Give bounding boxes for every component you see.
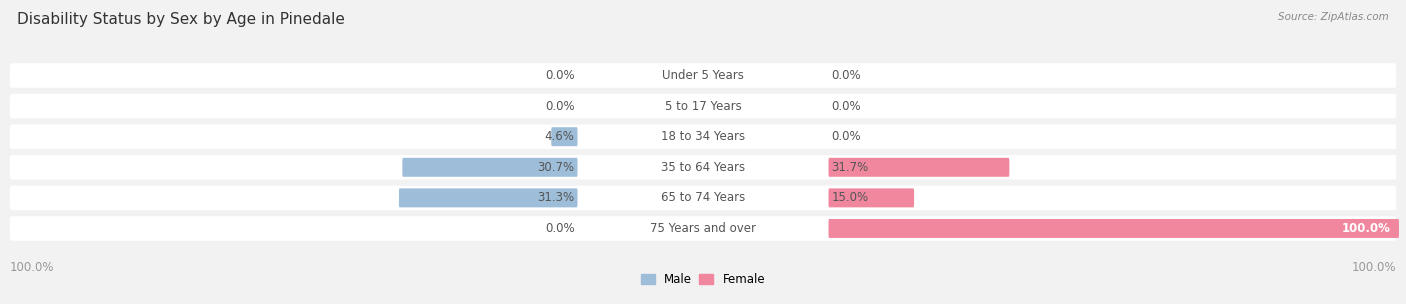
Text: 15.0%: 15.0% <box>831 192 869 204</box>
Text: 0.0%: 0.0% <box>831 100 860 112</box>
FancyBboxPatch shape <box>828 219 1399 238</box>
Text: 30.7%: 30.7% <box>537 161 575 174</box>
Text: 35 to 64 Years: 35 to 64 Years <box>661 161 745 174</box>
Text: 100.0%: 100.0% <box>1341 222 1391 235</box>
Text: 0.0%: 0.0% <box>831 130 860 143</box>
Text: 18 to 34 Years: 18 to 34 Years <box>661 130 745 143</box>
Text: Source: ZipAtlas.com: Source: ZipAtlas.com <box>1278 12 1389 22</box>
Text: 100.0%: 100.0% <box>10 261 55 274</box>
FancyBboxPatch shape <box>10 94 1396 118</box>
FancyBboxPatch shape <box>828 188 914 207</box>
Text: 0.0%: 0.0% <box>546 69 575 82</box>
Text: 0.0%: 0.0% <box>546 222 575 235</box>
FancyBboxPatch shape <box>551 127 578 146</box>
Text: 31.3%: 31.3% <box>537 192 575 204</box>
FancyBboxPatch shape <box>10 216 1396 241</box>
Text: Under 5 Years: Under 5 Years <box>662 69 744 82</box>
Text: 5 to 17 Years: 5 to 17 Years <box>665 100 741 112</box>
FancyBboxPatch shape <box>10 124 1396 149</box>
Text: 0.0%: 0.0% <box>831 69 860 82</box>
Text: 65 to 74 Years: 65 to 74 Years <box>661 192 745 204</box>
Text: 4.6%: 4.6% <box>544 130 575 143</box>
FancyBboxPatch shape <box>10 63 1396 88</box>
FancyBboxPatch shape <box>402 158 578 177</box>
FancyBboxPatch shape <box>10 186 1396 210</box>
Text: Disability Status by Sex by Age in Pinedale: Disability Status by Sex by Age in Pined… <box>17 12 344 27</box>
Text: 31.7%: 31.7% <box>831 161 869 174</box>
FancyBboxPatch shape <box>828 158 1010 177</box>
FancyBboxPatch shape <box>399 188 578 207</box>
FancyBboxPatch shape <box>10 155 1396 180</box>
Legend: Male, Female: Male, Female <box>641 273 765 286</box>
Text: 75 Years and over: 75 Years and over <box>650 222 756 235</box>
Text: 0.0%: 0.0% <box>546 100 575 112</box>
Text: 100.0%: 100.0% <box>1351 261 1396 274</box>
